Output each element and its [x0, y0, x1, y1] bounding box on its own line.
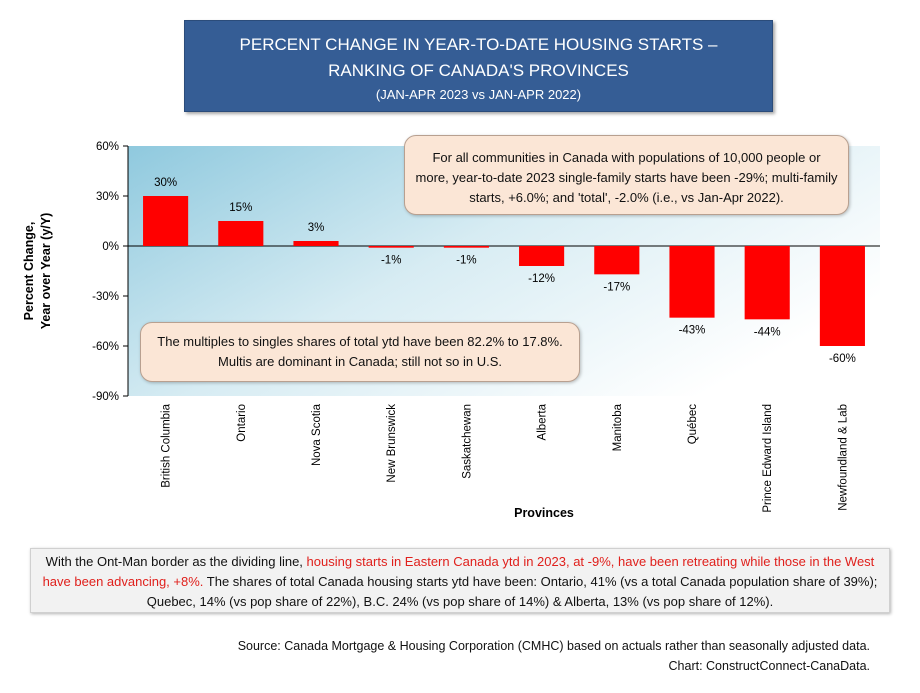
source-note: Source: Canada Mortgage & Housing Corpor… [238, 636, 870, 676]
data-label: -60% [829, 353, 856, 365]
title-line-1: PERCENT CHANGE IN YEAR-TO-DATE HOUSING S… [239, 35, 718, 54]
y-tick-label: 60% [96, 141, 119, 153]
x-tick-label: Ontario [236, 404, 248, 442]
x-tick-label: British Columbia [161, 403, 173, 487]
bar [443, 246, 489, 248]
bar [368, 246, 414, 248]
x-tick-label: Newfoundland & Lab [837, 404, 849, 511]
summary-text-1: With the Ont-Man border as the dividing … [45, 554, 307, 569]
data-label: -17% [603, 281, 630, 293]
title-line-2: RANKING OF CANADA'S PROVINCES [328, 61, 629, 80]
x-tick-label: Manitoba [612, 403, 624, 451]
data-label: -43% [679, 325, 706, 337]
chart-credit-line: Chart: ConstructConnect-CanaData. [668, 659, 870, 673]
y-tick-label: -90% [92, 391, 119, 403]
bar [744, 246, 790, 320]
y-tick-label: 0% [102, 241, 119, 253]
y-axis-label-line1: Percent Change, [22, 222, 36, 321]
y-tick-label: 30% [96, 191, 119, 203]
x-tick-label: Prince Edward Island [762, 404, 774, 513]
data-label: 15% [229, 202, 252, 214]
bar [293, 241, 339, 246]
summary-text-2: The shares of total Canada housing start… [146, 574, 878, 609]
x-tick-label: Alberta [537, 403, 549, 440]
chart-title-box: PERCENT CHANGE IN YEAR-TO-DATE HOUSING S… [184, 20, 773, 112]
x-tick-label: New Brunswick [386, 404, 398, 483]
y-axis-label-line2: Year over Year (y/Y) [39, 213, 53, 330]
source-line: Source: Canada Mortgage & Housing Corpor… [237, 639, 870, 653]
bar [143, 196, 189, 246]
data-label: -44% [754, 326, 781, 338]
x-axis-label: Provinces [514, 506, 574, 520]
y-tick-label: -60% [92, 341, 119, 353]
x-tick-label: Saskatchewan [461, 404, 473, 479]
data-label: -12% [528, 273, 555, 285]
x-tick-label: Québec [687, 404, 699, 445]
data-label: 3% [308, 222, 325, 234]
data-label: -1% [456, 255, 476, 267]
summary-highlight: housing starts in Eastern Canada ytd in … [42, 554, 875, 589]
bar [218, 221, 264, 246]
callout-community-starts: For all communities in Canada with popul… [404, 135, 849, 215]
data-label: -1% [381, 255, 401, 267]
title-subtitle: (JAN-APR 2023 vs JAN-APR 2022) [375, 87, 582, 102]
bar [519, 246, 565, 266]
bar [594, 246, 640, 275]
y-tick-label: -30% [92, 291, 119, 303]
summary-note: With the Ont-Man border as the dividing … [30, 548, 890, 613]
x-tick-label: Nova Scotia [311, 403, 323, 466]
data-label: 30% [154, 177, 177, 189]
callout-multiples-share: The multiples to singles shares of total… [140, 322, 580, 382]
bar [669, 246, 715, 318]
bar [819, 246, 865, 346]
